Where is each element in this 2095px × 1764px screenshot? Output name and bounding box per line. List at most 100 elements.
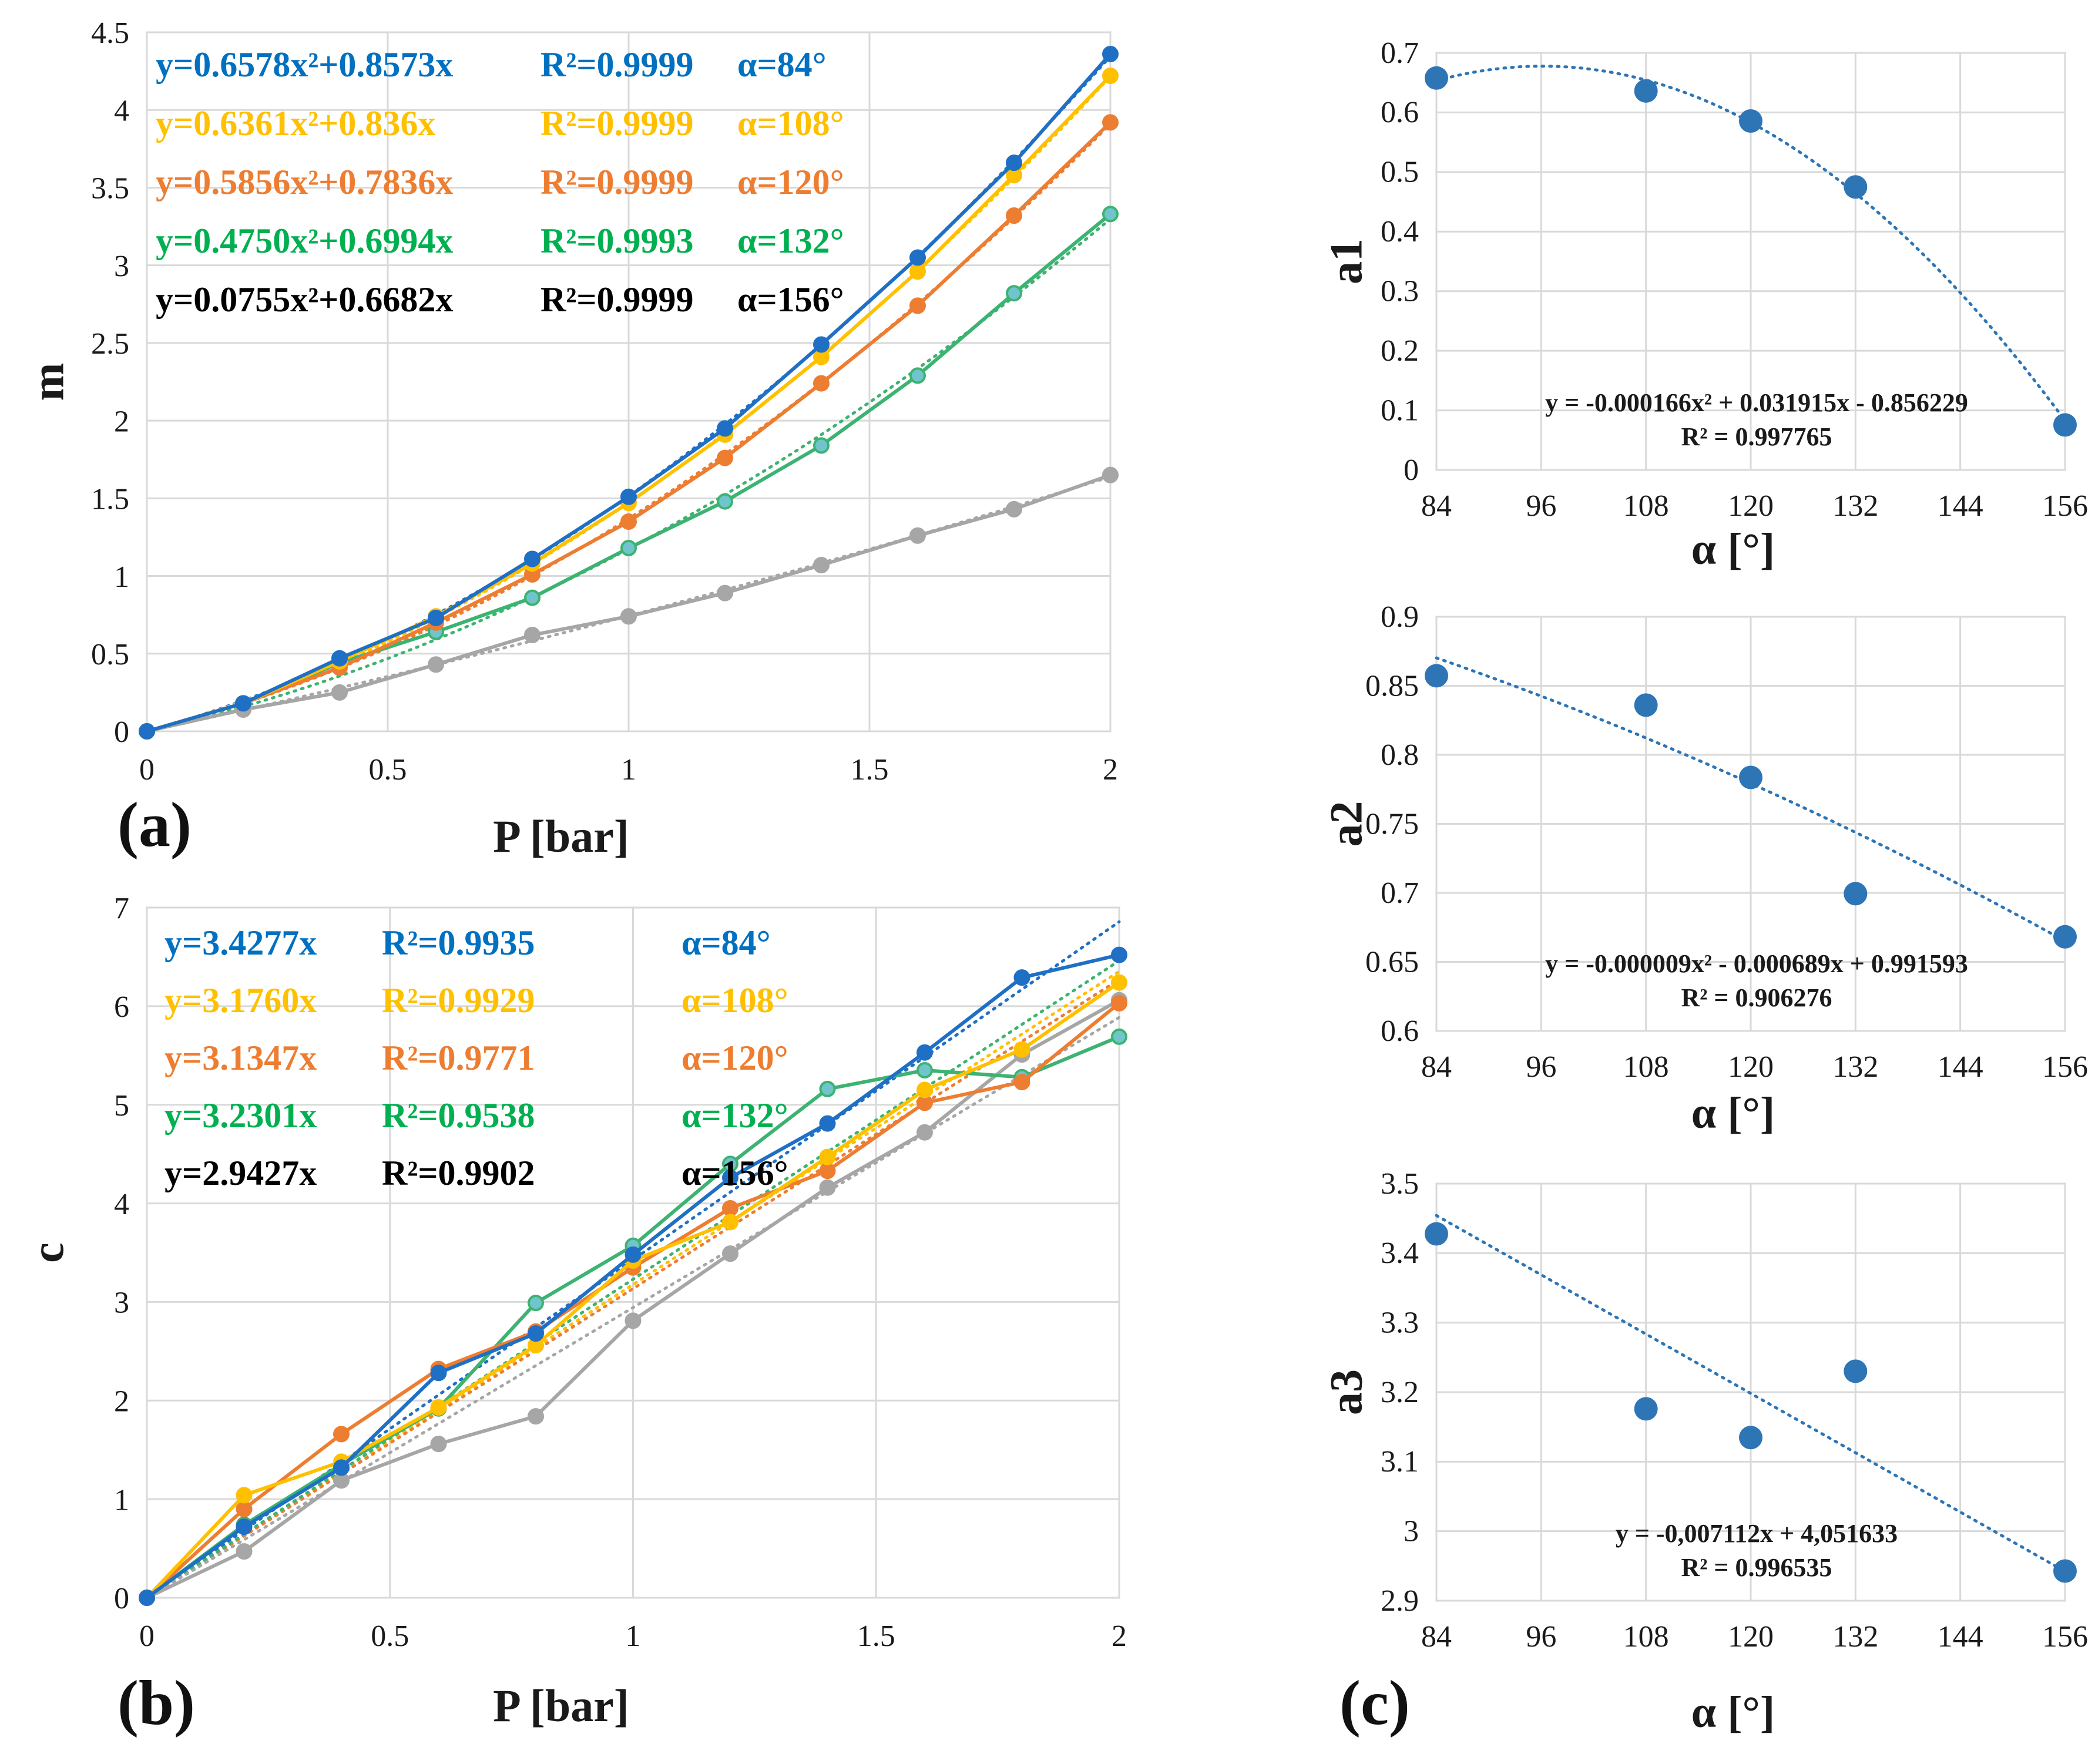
data-point <box>2053 925 2077 949</box>
y-axis-title: a1 <box>1320 238 1371 284</box>
data-point <box>722 1245 738 1262</box>
data-point <box>916 1124 933 1141</box>
x-tick-label: 84 <box>1421 1050 1452 1084</box>
trend-equation: y = -0.000166x² + 0.031915x - 0.856229 <box>1545 388 1968 417</box>
y-tick-label: 3.3 <box>1381 1306 1419 1339</box>
y-tick-label: 2.9 <box>1381 1584 1419 1618</box>
legend-equation: y=0.0755x²+0.6682x <box>156 280 453 319</box>
x-tick-label: 132 <box>1832 489 1878 523</box>
trend-r2: R² = 0.997765 <box>1681 422 1832 451</box>
x-tick-label: 1.5 <box>857 1619 895 1653</box>
y-axis-title: a3 <box>1320 1369 1371 1415</box>
x-tick-label: 120 <box>1728 1620 1774 1654</box>
data-point <box>1634 79 1658 103</box>
legend-alpha: α=84° <box>681 923 771 962</box>
x-tick-label: 96 <box>1526 489 1556 523</box>
y-tick-label: 0 <box>114 1582 129 1615</box>
trendline <box>1435 65 2067 422</box>
chart-a: 0 0.5 1 1.5 2 2.5 3 3.5 4 4.5 0 0.5 1 1.5 2 P [bar] m y=0… <box>22 16 1119 862</box>
y-tick-label: 0.5 <box>91 638 129 671</box>
data-point <box>139 1590 155 1606</box>
y-tick-label: 3 <box>114 250 129 283</box>
y-tick-label: 4.5 <box>91 16 129 50</box>
data-point <box>909 249 926 266</box>
y-tick-label: 2 <box>114 1385 129 1418</box>
trendline <box>1435 1214 2067 1573</box>
legend-entry: y=0.0755x²+0.6682x R²=0.9999 α=156° <box>156 280 844 319</box>
y-tick-label: 2.5 <box>91 327 129 361</box>
legend-r2: R²=0.9929 <box>382 981 535 1020</box>
chart-c3: 2.9 3 3.1 3.2 3.3 3.4 3.5 84 96 108 120 132 144 156 α … <box>1320 1167 2088 1737</box>
data-point <box>524 550 540 567</box>
y-tick-label: 0.6 <box>1381 96 1419 129</box>
data-point <box>1102 114 1119 131</box>
data-point <box>1425 66 1448 90</box>
x-tick-label: 96 <box>1526 1620 1556 1654</box>
x-tick-label: 1.5 <box>851 753 889 787</box>
data-point <box>1425 1222 1448 1246</box>
x-tick-label: 108 <box>1623 1620 1669 1654</box>
x-tick-label: 0 <box>139 1619 155 1653</box>
legend-alpha: α=108° <box>737 104 844 143</box>
y-tick-label: 3.2 <box>1381 1376 1419 1409</box>
y-tick-label: 3.1 <box>1381 1445 1419 1479</box>
y-tick-label: 3 <box>1404 1514 1419 1548</box>
x-tick-label: 108 <box>1623 1050 1669 1084</box>
data-point <box>1102 206 1119 223</box>
y-tick-label: 3.5 <box>91 172 129 206</box>
data-point <box>909 527 926 544</box>
y-tick-label: 0.1 <box>1381 394 1419 427</box>
data-point <box>620 608 637 625</box>
y-axis-title: m <box>22 363 73 401</box>
data-point <box>717 420 733 437</box>
data-point <box>722 1214 738 1231</box>
x-tick-label: 84 <box>1421 1620 1452 1654</box>
legend-equation: y=3.1347x <box>164 1039 317 1077</box>
data-point <box>1844 882 1868 906</box>
x-axis-title: P [bar] <box>493 811 629 862</box>
data-point <box>1006 285 1022 302</box>
data-point <box>813 375 830 392</box>
data-point <box>1102 466 1119 483</box>
x-tick-label: 132 <box>1832 1050 1878 1084</box>
legend-r2: R²=0.9538 <box>382 1096 535 1135</box>
data-point <box>524 627 540 644</box>
x-axis-title: α [°] <box>1691 1688 1775 1737</box>
legend-equation: y=2.9427x <box>164 1154 317 1192</box>
data-point <box>1111 974 1127 991</box>
x-tick-label: 0.5 <box>369 753 407 787</box>
trend-r2: R² = 0.906276 <box>1681 983 1832 1012</box>
data-point <box>916 1061 933 1078</box>
y-tick-label: 4 <box>114 94 129 127</box>
x-tick-label: 144 <box>1938 1050 1983 1084</box>
data-point <box>916 1081 933 1098</box>
legend-entry: y=0.4750x²+0.6994x R²=0.9993 α=132° <box>156 221 844 260</box>
data-point <box>1111 946 1127 963</box>
y-tick-label: 6 <box>114 990 129 1024</box>
data-point <box>1102 68 1119 85</box>
legend-equation: y=0.6578x²+0.8573x <box>156 45 453 84</box>
x-tick-label: 0.5 <box>371 1619 409 1653</box>
legend-entry: y=3.1347x R²=0.9771 α=120° <box>164 1039 788 1077</box>
data-point <box>235 695 251 712</box>
x-tick-label: 120 <box>1728 1050 1774 1084</box>
x-tick-label: 156 <box>2042 1620 2088 1654</box>
y-tick-label: 7 <box>114 892 129 925</box>
legend-alpha: α=156° <box>681 1154 788 1192</box>
x-tick-label: 2 <box>1103 753 1118 787</box>
data-point <box>1013 969 1030 986</box>
y-tick-label: 0.6 <box>1381 1014 1419 1048</box>
legend-r2: R²=0.9999 <box>540 45 694 84</box>
y-tick-label: 1 <box>114 560 129 594</box>
data-point <box>236 1518 253 1535</box>
x-tick-label: 2 <box>1112 1619 1127 1653</box>
data-point <box>528 1325 544 1342</box>
data-point <box>909 367 926 384</box>
y-axis-title: c <box>22 1242 73 1263</box>
data-point <box>1013 1041 1030 1058</box>
legend-r2: R²=0.9999 <box>540 280 694 319</box>
y-tick-label: 0.7 <box>1381 876 1419 910</box>
panel-label-a: (a) <box>117 790 192 860</box>
chart-c1: 0 0.1 0.2 0.3 0.4 0.5 0.6 0.7 84 96 108 120 132 144 15… <box>1320 36 2088 574</box>
legend-alpha: α=84° <box>737 45 827 84</box>
